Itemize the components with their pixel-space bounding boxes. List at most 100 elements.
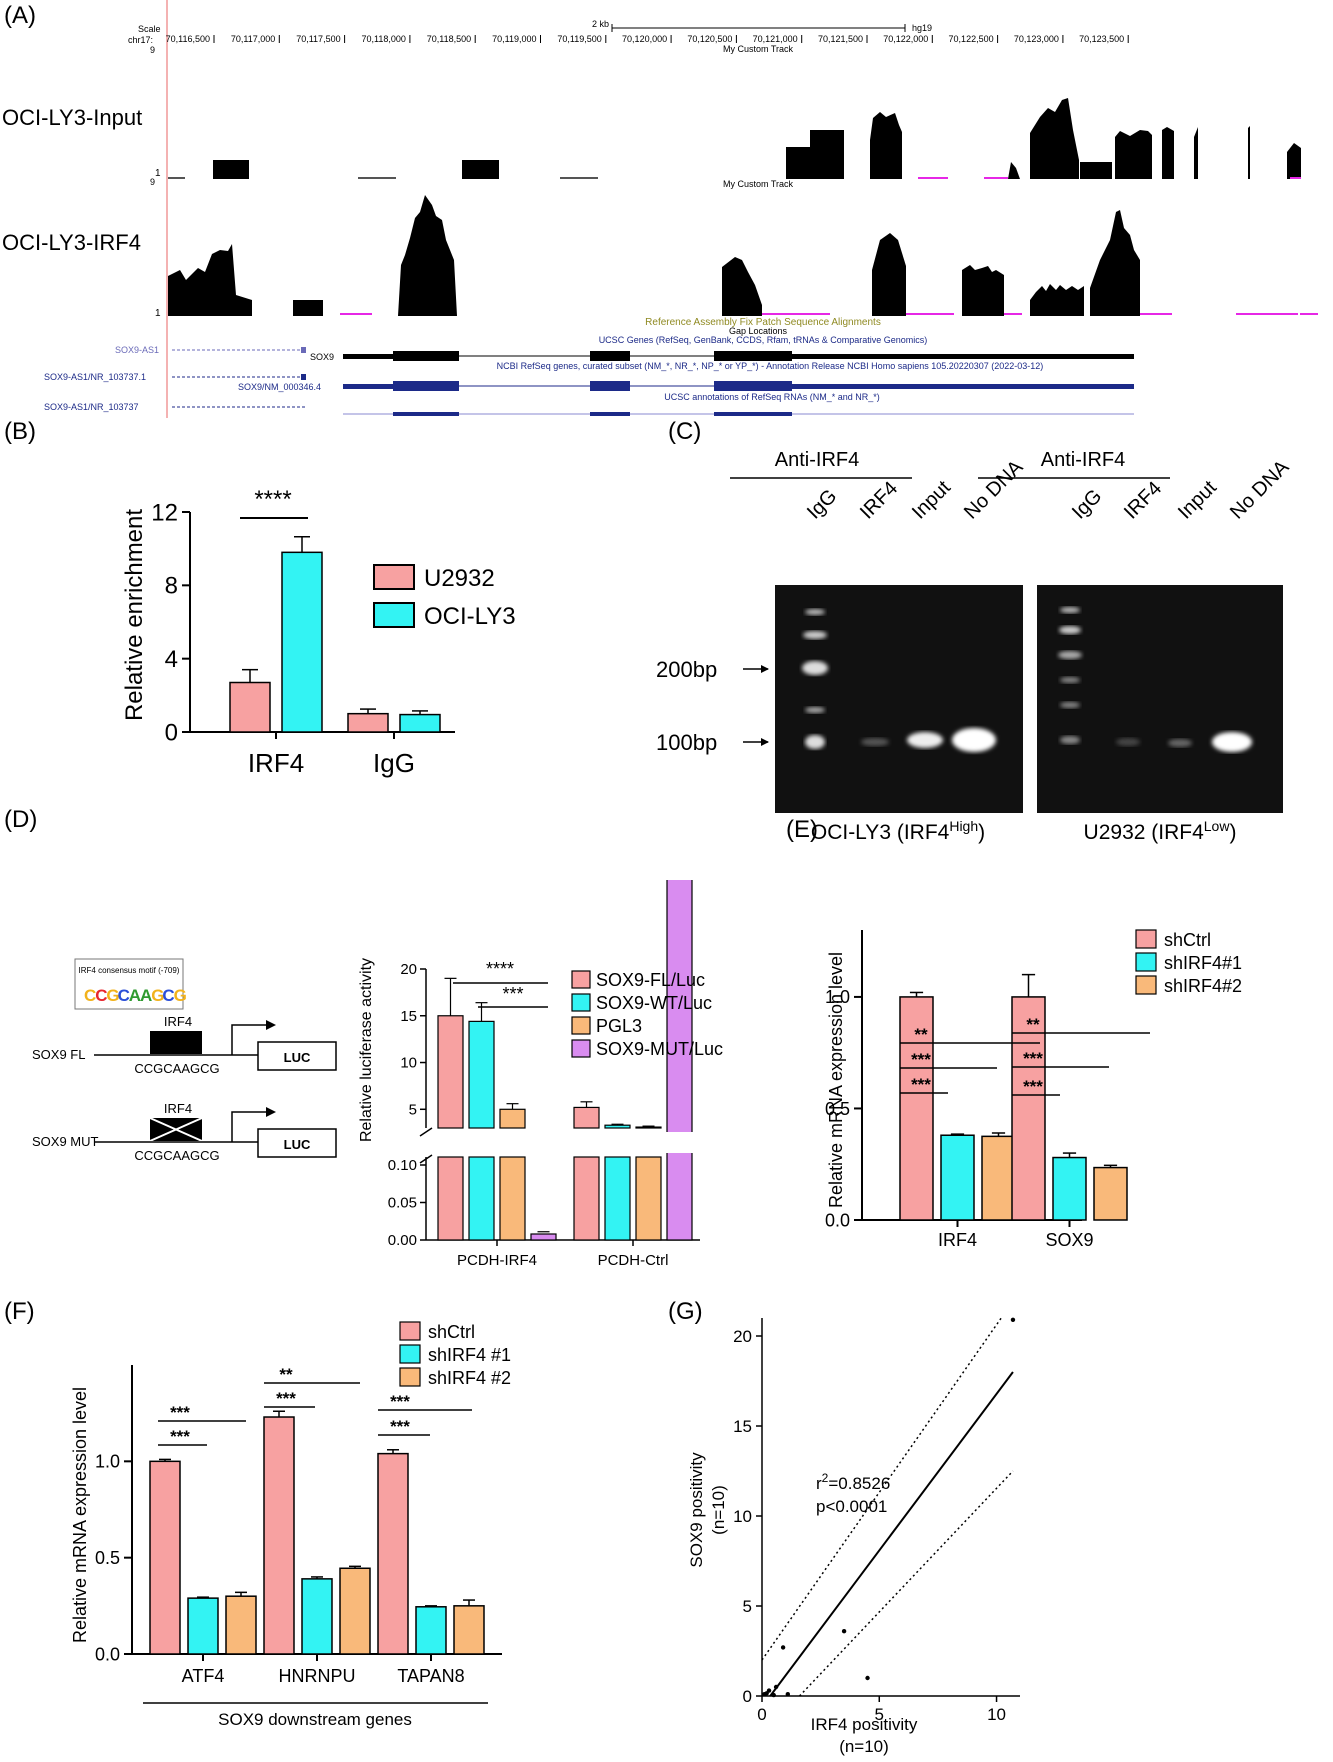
chart-f-bar-2-1 (415, 1606, 447, 1655)
chart-d-bar-lower-1-3 (666, 880, 693, 1241)
mut-luc[interactable] (257, 1128, 337, 1158)
input-signal-track (168, 98, 1301, 179)
chart-b-sig: **** (254, 486, 291, 513)
track-name-input: OCI-LY3-Input (2, 105, 142, 130)
chart-d-bar-lower-1-1 (604, 1156, 631, 1241)
chart-d-bar-upper-1-0 (573, 1106, 600, 1129)
chart-e-legend-0: shCtrl (1164, 930, 1211, 950)
chart-d-ylabel: Relative luciferase activity (358, 958, 375, 1142)
chart-g-point-9 (764, 1691, 769, 1696)
chart-f-legend-1: shIRF4 #1 (428, 1345, 511, 1365)
chart-d-legend-0: SOX9-FL/Luc (596, 970, 705, 990)
chart-d-lotick-0: 0.00 (388, 1232, 417, 1249)
gene-sox9-nm: SOX9/NM_000346.4 (238, 382, 321, 392)
chart-d-legend-swatch-0 (571, 970, 591, 989)
motif-letter-6: G (151, 986, 164, 1005)
chart-d-sig-2: *** (502, 984, 523, 1004)
chart-e-ytick-1: 0.5 (825, 1099, 850, 1119)
gel-group-1: Anti-IRF4 (775, 449, 859, 471)
chart-b-bar-0-0 (229, 681, 271, 733)
chart-d-break-2 (419, 1154, 433, 1164)
chart-e-legend-swatch-2 (1135, 975, 1157, 995)
coord-tick-1: 70,117,000 (231, 34, 275, 44)
track-name-irf4: OCI-LY3-IRF4 (2, 230, 141, 255)
track1-min: 1 (155, 168, 161, 179)
coord-tick-8: 70,120,500 (687, 34, 732, 44)
fl-luc[interactable] (257, 1041, 337, 1071)
chart-f-legend-0: shCtrl (428, 1322, 475, 1342)
chart-g-xtick-2: 10 (987, 1705, 1006, 1724)
chart-e-sig-4: *** (1023, 1049, 1043, 1068)
chart-f-bar-0-0 (149, 1460, 181, 1655)
chart-d-bar-upper-0-0 (437, 1015, 464, 1129)
chart-d-legend-swatch-2 (571, 1016, 591, 1035)
mut-label: SOX9 MUT (32, 1134, 99, 1149)
chart-g-xtick-0: 0 (757, 1705, 766, 1724)
chart-g-point-8 (1010, 1317, 1016, 1322)
gel-image-2 (1037, 585, 1283, 813)
chart-d-uptick-0: 5 (409, 1101, 417, 1118)
chart-b-bar-1-1 (399, 713, 441, 733)
mut-irf4-label: IRF4 (164, 1101, 192, 1116)
mut-seq: CCGCAAGCG (134, 1148, 219, 1163)
chart-d-uptick-1: 10 (400, 1055, 417, 1072)
panel-label-c: (C) (668, 418, 702, 445)
chr-label: chr17: (128, 35, 153, 45)
chart-b-bar-1-0 (347, 712, 389, 733)
coord-tick-5: 70,119,000 (492, 34, 536, 44)
chart-e-bar-1-2 (1093, 1166, 1128, 1221)
chart-g-point-6 (841, 1629, 847, 1634)
chart-b-ytick-0: 0 (165, 719, 178, 746)
gel-group-2: Anti-IRF4 (1041, 449, 1125, 471)
chart-d-lotick-2: 0.10 (388, 1157, 417, 1174)
chart-d-bar-lower-0-3 (530, 1233, 557, 1241)
panel-label-b: (B) (4, 418, 36, 445)
chart-b-category-1: IgG (373, 748, 415, 778)
chart-g-ylabel-2: (n=10) (709, 1485, 728, 1535)
chart-b-ytick-3: 12 (151, 499, 178, 526)
refseq-curated-label: NCBI RefSeq genes, curated subset (NM_*,… (497, 361, 1044, 371)
chart-f-sig-5: *** (390, 1392, 410, 1411)
panel-d: IRF4 consensus motif (-709) CCGCAAGCG IR… (32, 880, 723, 1269)
chart-e-ytick-0: 0.0 (825, 1210, 850, 1230)
assembly-label: hg19 (912, 23, 932, 33)
chart-e-category-0: IRF4 (938, 1230, 977, 1250)
chart-d-bar-lower-0-1 (468, 1156, 495, 1241)
chart-f-sig-1: *** (170, 1403, 190, 1422)
panel-label-f: (F) (4, 1298, 35, 1325)
chart-f-bar-2-0 (377, 1452, 409, 1655)
chart-d-bar-upper-1-1 (604, 1124, 631, 1129)
chart-f-legend-2: shIRF4 #2 (428, 1368, 511, 1388)
scalebar-label: 2 kb (592, 19, 609, 29)
lane-1-3: No DNA (960, 456, 1028, 524)
motif-box (74, 958, 184, 1010)
chart-g-point-3 (773, 1684, 779, 1690)
chart-f-category-2: TAPAN8 (397, 1666, 464, 1686)
coord-tick-4: 70,118,500 (427, 34, 471, 44)
chart-b-ylabel: Relative enrichment (121, 509, 148, 721)
motif-letter-8: G (174, 986, 187, 1005)
chart-f-bar-0-2 (225, 1595, 257, 1655)
lane-2-2: Input (1174, 476, 1221, 523)
motif-letter-5: A (140, 986, 152, 1005)
chart-e-ytick-2: 1.0 (825, 987, 850, 1007)
chart-g-ci-lower (798, 1470, 1014, 1697)
coord-tick-13: 70,123,000 (1014, 34, 1059, 44)
motif-letter-7: C (162, 986, 174, 1005)
chart-f-legend-swatch-1 (399, 1344, 421, 1364)
chart-b-ytick-1: 4 (165, 646, 178, 673)
coordinate-ticks: 70,116,500 70,117,000 70,117,500 70,118,000… (166, 34, 1129, 44)
panel-label-g: (G) (668, 1298, 703, 1325)
fl-luc-label: LUC (284, 1050, 311, 1065)
coord-tick-10: 70,121,500 (818, 34, 863, 44)
gene-sox9-as1-nr1: SOX9-AS1/NR_103737.1 (44, 372, 146, 382)
chart-f-ytick-1: 0.5 (95, 1548, 120, 1568)
gel-image-1 (775, 585, 1023, 813)
gap-label: Gap Locations (729, 326, 788, 336)
sox9-gene-model (343, 351, 1134, 361)
panel-label-d: (D) (4, 806, 38, 833)
chart-g-ytick-2: 10 (733, 1507, 752, 1526)
chart-d-legend-2: PGL3 (596, 1016, 642, 1036)
chart-f-sig-0: *** (170, 1427, 190, 1446)
chart-d-bar-upper-0-2 (499, 1108, 526, 1129)
